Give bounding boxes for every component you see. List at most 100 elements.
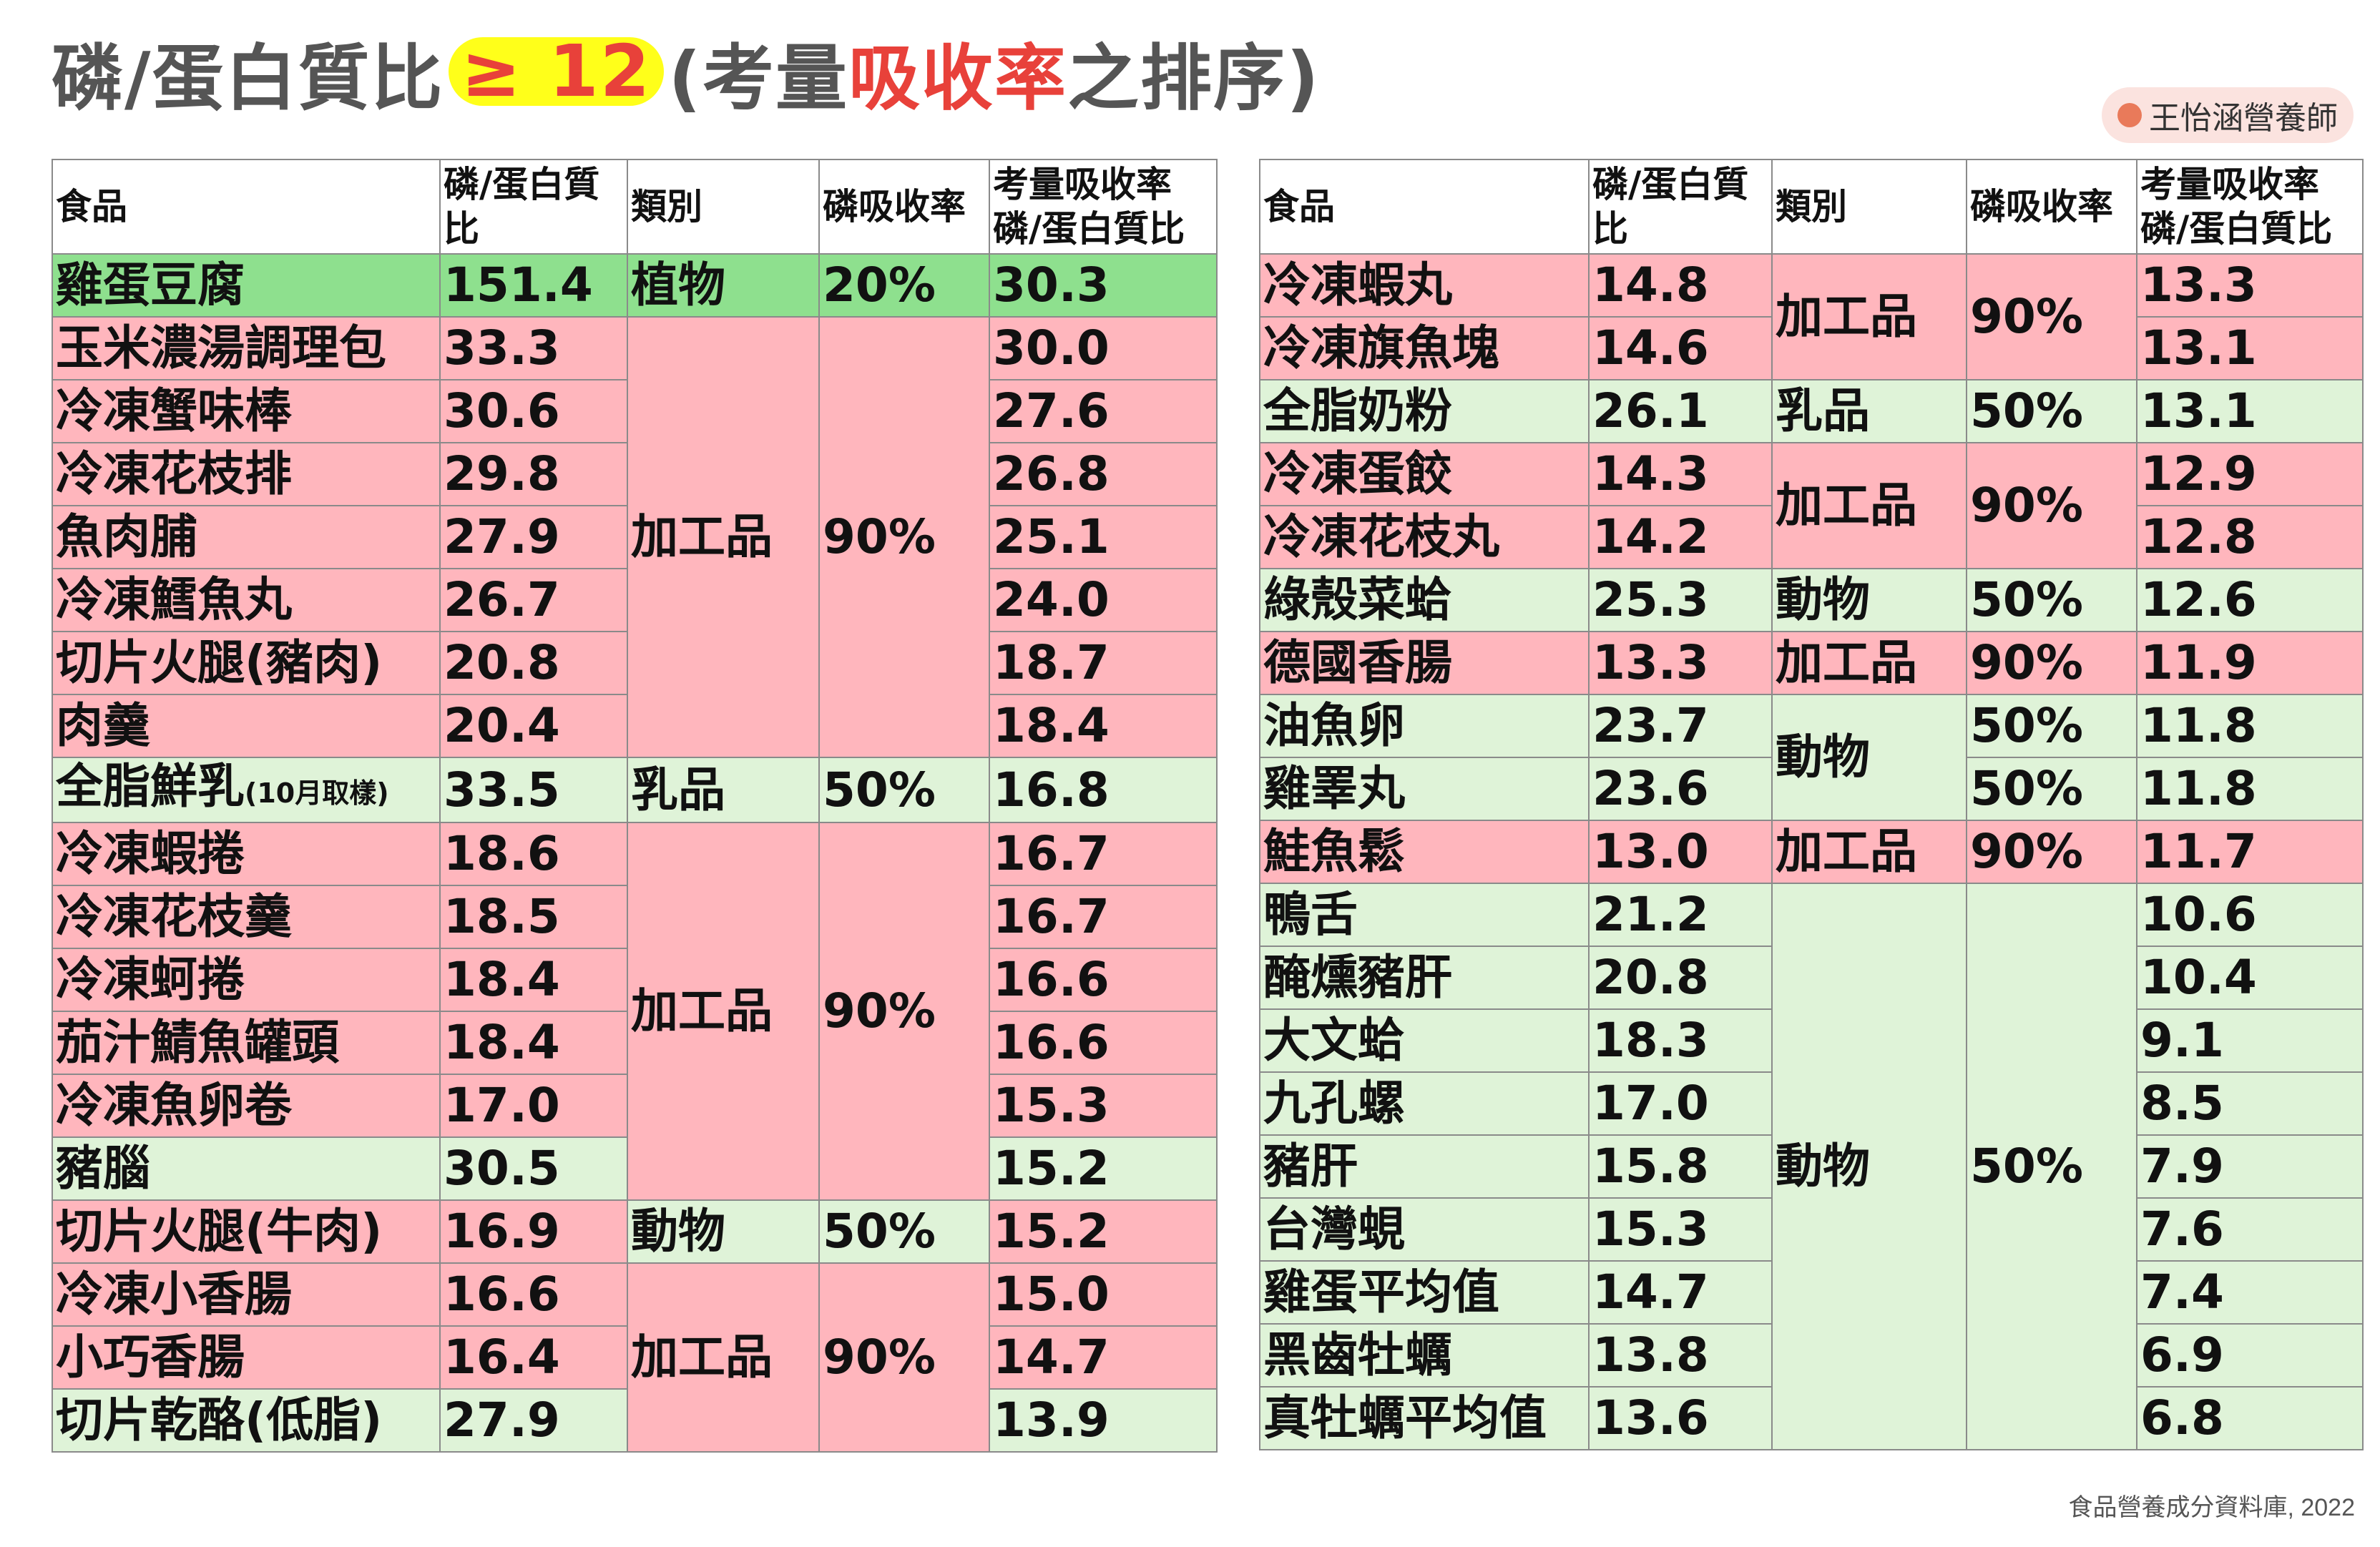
food-name: 茄汁鯖魚罐頭 [52,1011,441,1075]
ratio-value: 17.0 [1588,1071,1773,1136]
ratio-value: 30.6 [439,379,628,443]
table-row: 豬腦 30.5 15.2 [52,1136,1218,1201]
adjusted-value: 13.9 [989,1388,1218,1453]
food-label: 冷凍旗魚塊 [1263,320,1499,375]
ratio-value: 18.6 [439,822,628,886]
title-prefix: 磷/蛋白質比 [52,36,444,120]
food-name: 冷凍蟹味棒 [52,379,441,443]
ratio-value: 18.3 [1588,1008,1773,1073]
food-name: 切片乾酪(低脂) [52,1388,441,1453]
brand-badge: 王怡涵營養師 [2102,87,2354,143]
adjusted-value: 15.2 [989,1199,1218,1264]
table-row: 綠殼菜蛤 25.3 動物 50% 12.6 [1259,568,2364,632]
table-row: 台灣蜆 15.3 7.6 [1259,1197,2364,1262]
brand-label: 王怡涵營養師 [2149,100,2338,137]
adjusted-value: 18.4 [989,694,1218,758]
adjusted-value: 13.1 [2136,316,2364,380]
category-cell: 動物 [627,1199,820,1264]
food-label: 冷凍花枝羹 [56,889,292,944]
food-label: 大文蛤 [1263,1013,1405,1068]
food-name: 冷凍蚵捲 [52,948,441,1012]
table-row: 油魚卵 23.7 動物 50% 11.8 [1259,694,2364,821]
food-name: 醃燻豬肝 [1259,946,1590,1010]
adjusted-value: 30.3 [989,253,1218,318]
category-cell: 加工品 [627,316,820,758]
ratio-value: 18.4 [439,1011,628,1075]
ratio-value: 33.3 [439,316,628,380]
ratio-value: 25.3 [1588,568,1773,632]
food-label: 鴨舌 [1263,887,1358,942]
category-cell: 加工品 [627,822,820,1201]
ratio-value: 14.7 [1588,1260,1773,1325]
header-absorption: 磷吸收率 [818,159,990,255]
ratio-value: 27.9 [439,505,628,569]
category-cell: 動物 [1771,568,1967,632]
ratio-value: 18.5 [439,885,628,949]
food-label: 冷凍花枝丸 [1263,509,1499,564]
food-label: 豬肝 [1263,1139,1358,1194]
header-food: 食品 [1259,159,1590,255]
food-label: 雞睪丸 [1263,761,1405,816]
header-category: 類別 [1771,159,1967,255]
adjusted-value: 6.8 [2136,1386,2364,1450]
food-label: 冷凍蝦丸 [1263,257,1452,313]
sampling-note: (10月取樣) [245,777,389,809]
adjusted-value: 27.6 [989,379,1218,443]
table-row: 雞蛋平均值 14.7 7.4 [1259,1260,2364,1325]
table-row: 冷凍蝦捲 18.6 加工品 90% 16.7 [52,822,1218,1201]
food-name: 綠殼菜蛤 [1259,568,1590,632]
absorption-cell: 50% [1966,694,2137,758]
food-label: 德國香腸 [1263,635,1452,690]
adjusted-value: 16.7 [989,885,1218,949]
food-name: 肉羹 [52,694,441,758]
ratio-value: 14.6 [1588,316,1773,380]
header-adjusted: 考量吸收率磷/蛋白質比 [2136,159,2364,255]
adjusted-value: 9.1 [2136,1008,2364,1073]
ratio-value: 15.3 [1588,1197,1773,1262]
category-cell: 加工品 [627,1262,820,1453]
ratio-value: 14.2 [1588,505,1773,569]
adjusted-value: 13.1 [2136,379,2364,443]
table-row: 肉羹 20.4 18.4 [52,694,1218,758]
header-absorption: 磷吸收率 [1966,159,2137,255]
food-name: 鮭魚鬆 [1259,820,1590,884]
food-name: 豬肝 [1259,1134,1590,1199]
ratio-value: 26.7 [439,568,628,632]
food-name: 全脂鮮乳(10月取樣) [52,757,441,823]
food-label: 全脂奶粉 [1263,383,1452,438]
food-name: 雞蛋豆腐 [52,253,441,318]
adjusted-value: 18.7 [989,631,1218,695]
food-label: 黑齒牡蠣 [1263,1327,1452,1383]
adjusted-value: 7.6 [2136,1197,2364,1262]
food-name: 大文蛤 [1259,1008,1590,1073]
absorption-cell: 50% [1966,379,2137,443]
table-row: 魚肉脯 27.9 25.1 [52,505,1218,569]
food-name: 冷凍蝦丸 [1259,253,1590,318]
header-ratio: 磷/蛋白質比 [1588,159,1773,255]
table-row: 冷凍旗魚塊 14.6 13.1 [1259,316,2364,380]
food-name: 冷凍鱈魚丸 [52,568,441,632]
adjusted-value: 14.7 [989,1325,1218,1390]
header-category: 類別 [627,159,820,255]
ratio-value: 27.9 [439,1388,628,1453]
adjusted-value: 24.0 [989,568,1218,632]
adjusted-value: 12.8 [2136,505,2364,569]
food-label: 冷凍魚卵卷 [56,1078,292,1133]
category-cell: 乳品 [627,757,820,823]
food-label: 全脂鮮乳 [56,759,245,814]
food-name: 雞蛋平均值 [1259,1260,1590,1325]
food-name: 冷凍蛋餃 [1259,442,1590,506]
adjusted-value: 10.6 [2136,883,2364,947]
adjusted-value: 10.4 [2136,946,2364,1010]
food-name: 玉米濃湯調理包 [52,316,441,380]
food-name: 油魚卵 [1259,694,1590,758]
food-label: 雞蛋平均值 [1263,1264,1499,1320]
ratio-value: 18.4 [439,948,628,1012]
ratio-value: 13.8 [1588,1323,1773,1388]
food-name: 冷凍蝦捲 [52,822,441,886]
table-row: 冷凍花枝丸 14.2 12.8 [1259,505,2364,569]
adjusted-value: 16.7 [989,822,1218,886]
absorption-cell: 90% [818,1262,990,1453]
food-name: 小巧香腸 [52,1325,441,1390]
ratio-value: 13.6 [1588,1386,1773,1450]
